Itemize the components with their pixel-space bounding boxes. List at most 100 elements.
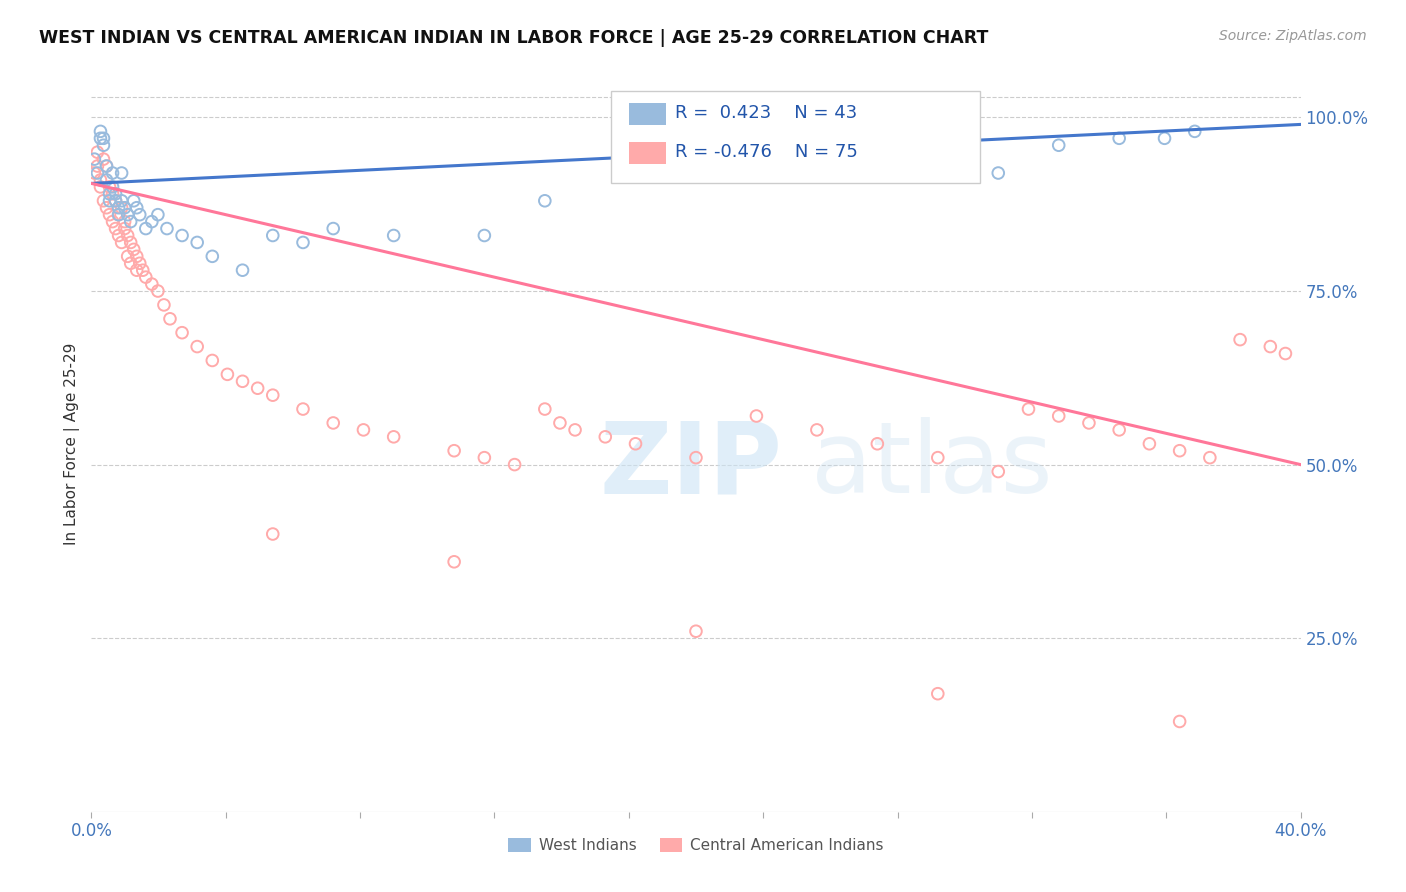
Point [1139,437,1161,451]
Point [117,228,139,243]
Point [262,388,284,402]
Point [93,194,115,208]
Point [159,311,181,326]
Point [114,214,136,228]
Point [1153,131,1175,145]
Point [93,131,115,145]
Point [262,228,284,243]
Point [292,235,315,250]
Point [987,166,1010,180]
Point [96,201,118,215]
Point [111,201,132,215]
Point [685,450,707,465]
Point [132,263,155,277]
Point [125,201,148,215]
Point [927,687,949,701]
Point [89,131,111,145]
Point [86,159,108,173]
Point [111,166,132,180]
Point [172,326,194,340]
Text: R = -0.476    N = 75: R = -0.476 N = 75 [675,143,858,161]
Point [472,450,495,465]
Point [101,186,124,201]
Point [685,624,707,639]
Point [1229,333,1251,347]
Point [114,201,136,215]
Legend: West Indians, Central American Indians: West Indians, Central American Indians [502,832,890,859]
Point [564,423,586,437]
Point [93,138,115,153]
Point [533,194,555,208]
Point [135,270,157,285]
Point [156,221,179,235]
Point [352,423,374,437]
Point [114,221,136,235]
Point [172,228,194,243]
Point [1198,450,1220,465]
Point [382,430,405,444]
Text: WEST INDIAN VS CENTRAL AMERICAN INDIAN IN LABOR FORCE | AGE 25-29 CORRELATION CH: WEST INDIAN VS CENTRAL AMERICAN INDIAN I… [39,29,988,46]
Point [111,235,132,250]
Point [111,194,132,208]
Point [120,235,142,250]
Point [1077,416,1099,430]
Point [927,450,949,465]
Point [201,249,224,263]
Point [745,409,768,423]
Point [1018,402,1040,417]
Text: R =  0.423    N = 43: R = 0.423 N = 43 [675,103,858,121]
Point [86,166,108,180]
Point [122,194,145,208]
Point [125,263,148,277]
Point [141,214,163,228]
Point [120,256,142,270]
Point [83,152,105,166]
Point [89,180,111,194]
Point [443,443,465,458]
Point [122,243,145,257]
Point [89,124,111,138]
Point [322,416,344,430]
Point [120,214,142,228]
Point [987,465,1010,479]
Point [104,194,127,208]
Point [117,249,139,263]
FancyBboxPatch shape [630,103,665,125]
Point [135,221,157,235]
Point [246,381,269,395]
Point [533,402,555,417]
Point [128,256,150,270]
Point [153,298,176,312]
Point [98,186,121,201]
Point [107,208,129,222]
Point [98,194,121,208]
Point [322,221,344,235]
Point [292,402,315,417]
Point [89,173,111,187]
Point [107,201,129,215]
Point [146,208,169,222]
Point [231,374,253,388]
Point [866,437,889,451]
Point [104,186,127,201]
Point [1108,131,1130,145]
Point [96,159,118,173]
Text: atlas: atlas [811,417,1053,515]
Point [201,353,224,368]
Point [186,340,208,354]
Point [117,208,139,222]
Y-axis label: In Labor Force | Age 25-29: In Labor Force | Age 25-29 [65,343,80,545]
Point [1184,124,1206,138]
Point [101,180,124,194]
Point [93,152,115,166]
Text: ZIP: ZIP [599,417,782,515]
Point [503,458,526,472]
Point [96,173,118,187]
Point [128,208,150,222]
Point [548,416,571,430]
Point [382,228,405,243]
Point [98,208,121,222]
Point [472,228,495,243]
Point [101,166,124,180]
Point [1047,409,1070,423]
